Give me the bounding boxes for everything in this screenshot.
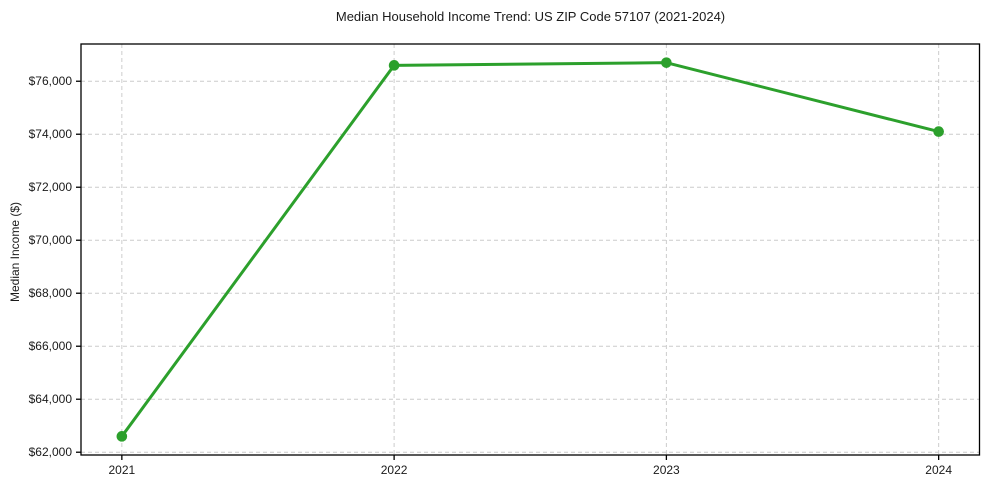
- x-tick-label: 2021: [108, 463, 135, 477]
- data-point-2021: [116, 431, 128, 442]
- y-tick-label: $68,000: [29, 286, 73, 300]
- y-tick-label: $74,000: [29, 127, 73, 141]
- plot-border: [80, 43, 981, 456]
- y-tick-label: $72,000: [29, 180, 73, 194]
- y-tick-label: $66,000: [29, 339, 73, 353]
- y-tick-label: $62,000: [29, 445, 73, 459]
- y-tick-label: $70,000: [29, 233, 73, 247]
- data-point-2023: [661, 57, 672, 68]
- x-tick-label: 2023: [653, 463, 680, 477]
- y-axis-label-text: Median Income ($): [8, 201, 22, 303]
- data-point-2022: [388, 60, 400, 71]
- chart-title: Median Household Income Trend: US ZIP Co…: [335, 9, 726, 24]
- x-tick-label: 2022: [381, 463, 408, 477]
- trend-line: [120, 61, 941, 438]
- data-point-2024: [933, 126, 944, 137]
- y-tick-label: $64,000: [29, 392, 73, 406]
- y-tick-label: $76,000: [29, 74, 73, 88]
- x-tick-label: 2024: [925, 463, 952, 477]
